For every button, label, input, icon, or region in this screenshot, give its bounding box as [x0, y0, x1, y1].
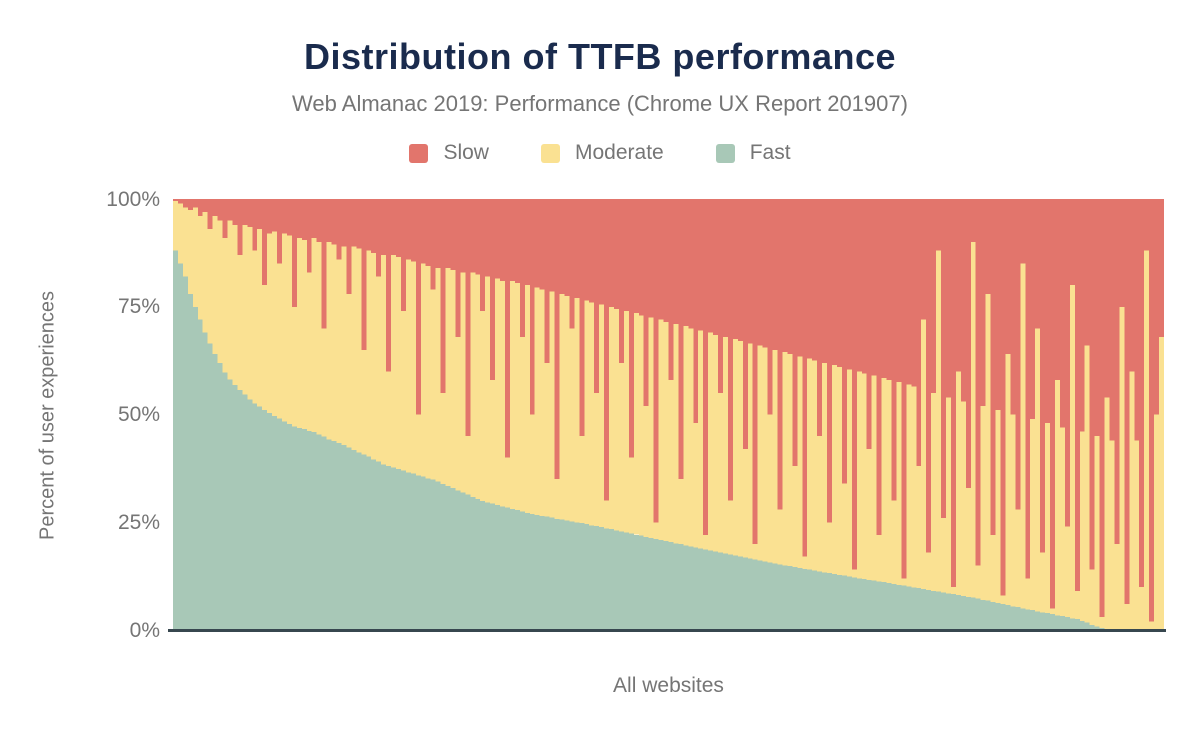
y-tick-0: 0% — [129, 619, 160, 642]
plot-area — [173, 199, 1164, 630]
y-tick-50: 50% — [117, 403, 160, 426]
page-subtitle: Web Almanac 2019: Performance (Chrome UX… — [292, 91, 908, 116]
legend-swatch-fast-icon — [715, 143, 735, 163]
legend-swatch-slow-icon — [409, 143, 429, 163]
y-tick-25: 25% — [117, 511, 160, 534]
y-tick-75: 75% — [117, 295, 160, 318]
x-axis-line — [168, 629, 1166, 632]
stacked-bars-svg — [173, 199, 1164, 630]
legend-label-slow: Slow — [443, 141, 489, 164]
legend-label-fast: Fast — [749, 141, 791, 164]
legend-item-slow: Slow — [409, 141, 489, 165]
legend-label-moderate: Moderate — [574, 141, 664, 164]
y-axis-title: Percent of user experiences — [36, 290, 59, 541]
legend-item-moderate: Moderate — [540, 141, 664, 165]
x-axis-title: All websites — [613, 674, 724, 697]
y-tick-100: 100% — [106, 188, 160, 211]
legend-item-fast: Fast — [715, 141, 791, 165]
legend: Slow Moderate Fast — [0, 141, 1200, 165]
legend-swatch-moderate-icon — [540, 143, 560, 163]
page-title: Distribution of TTFB performance — [304, 36, 896, 77]
